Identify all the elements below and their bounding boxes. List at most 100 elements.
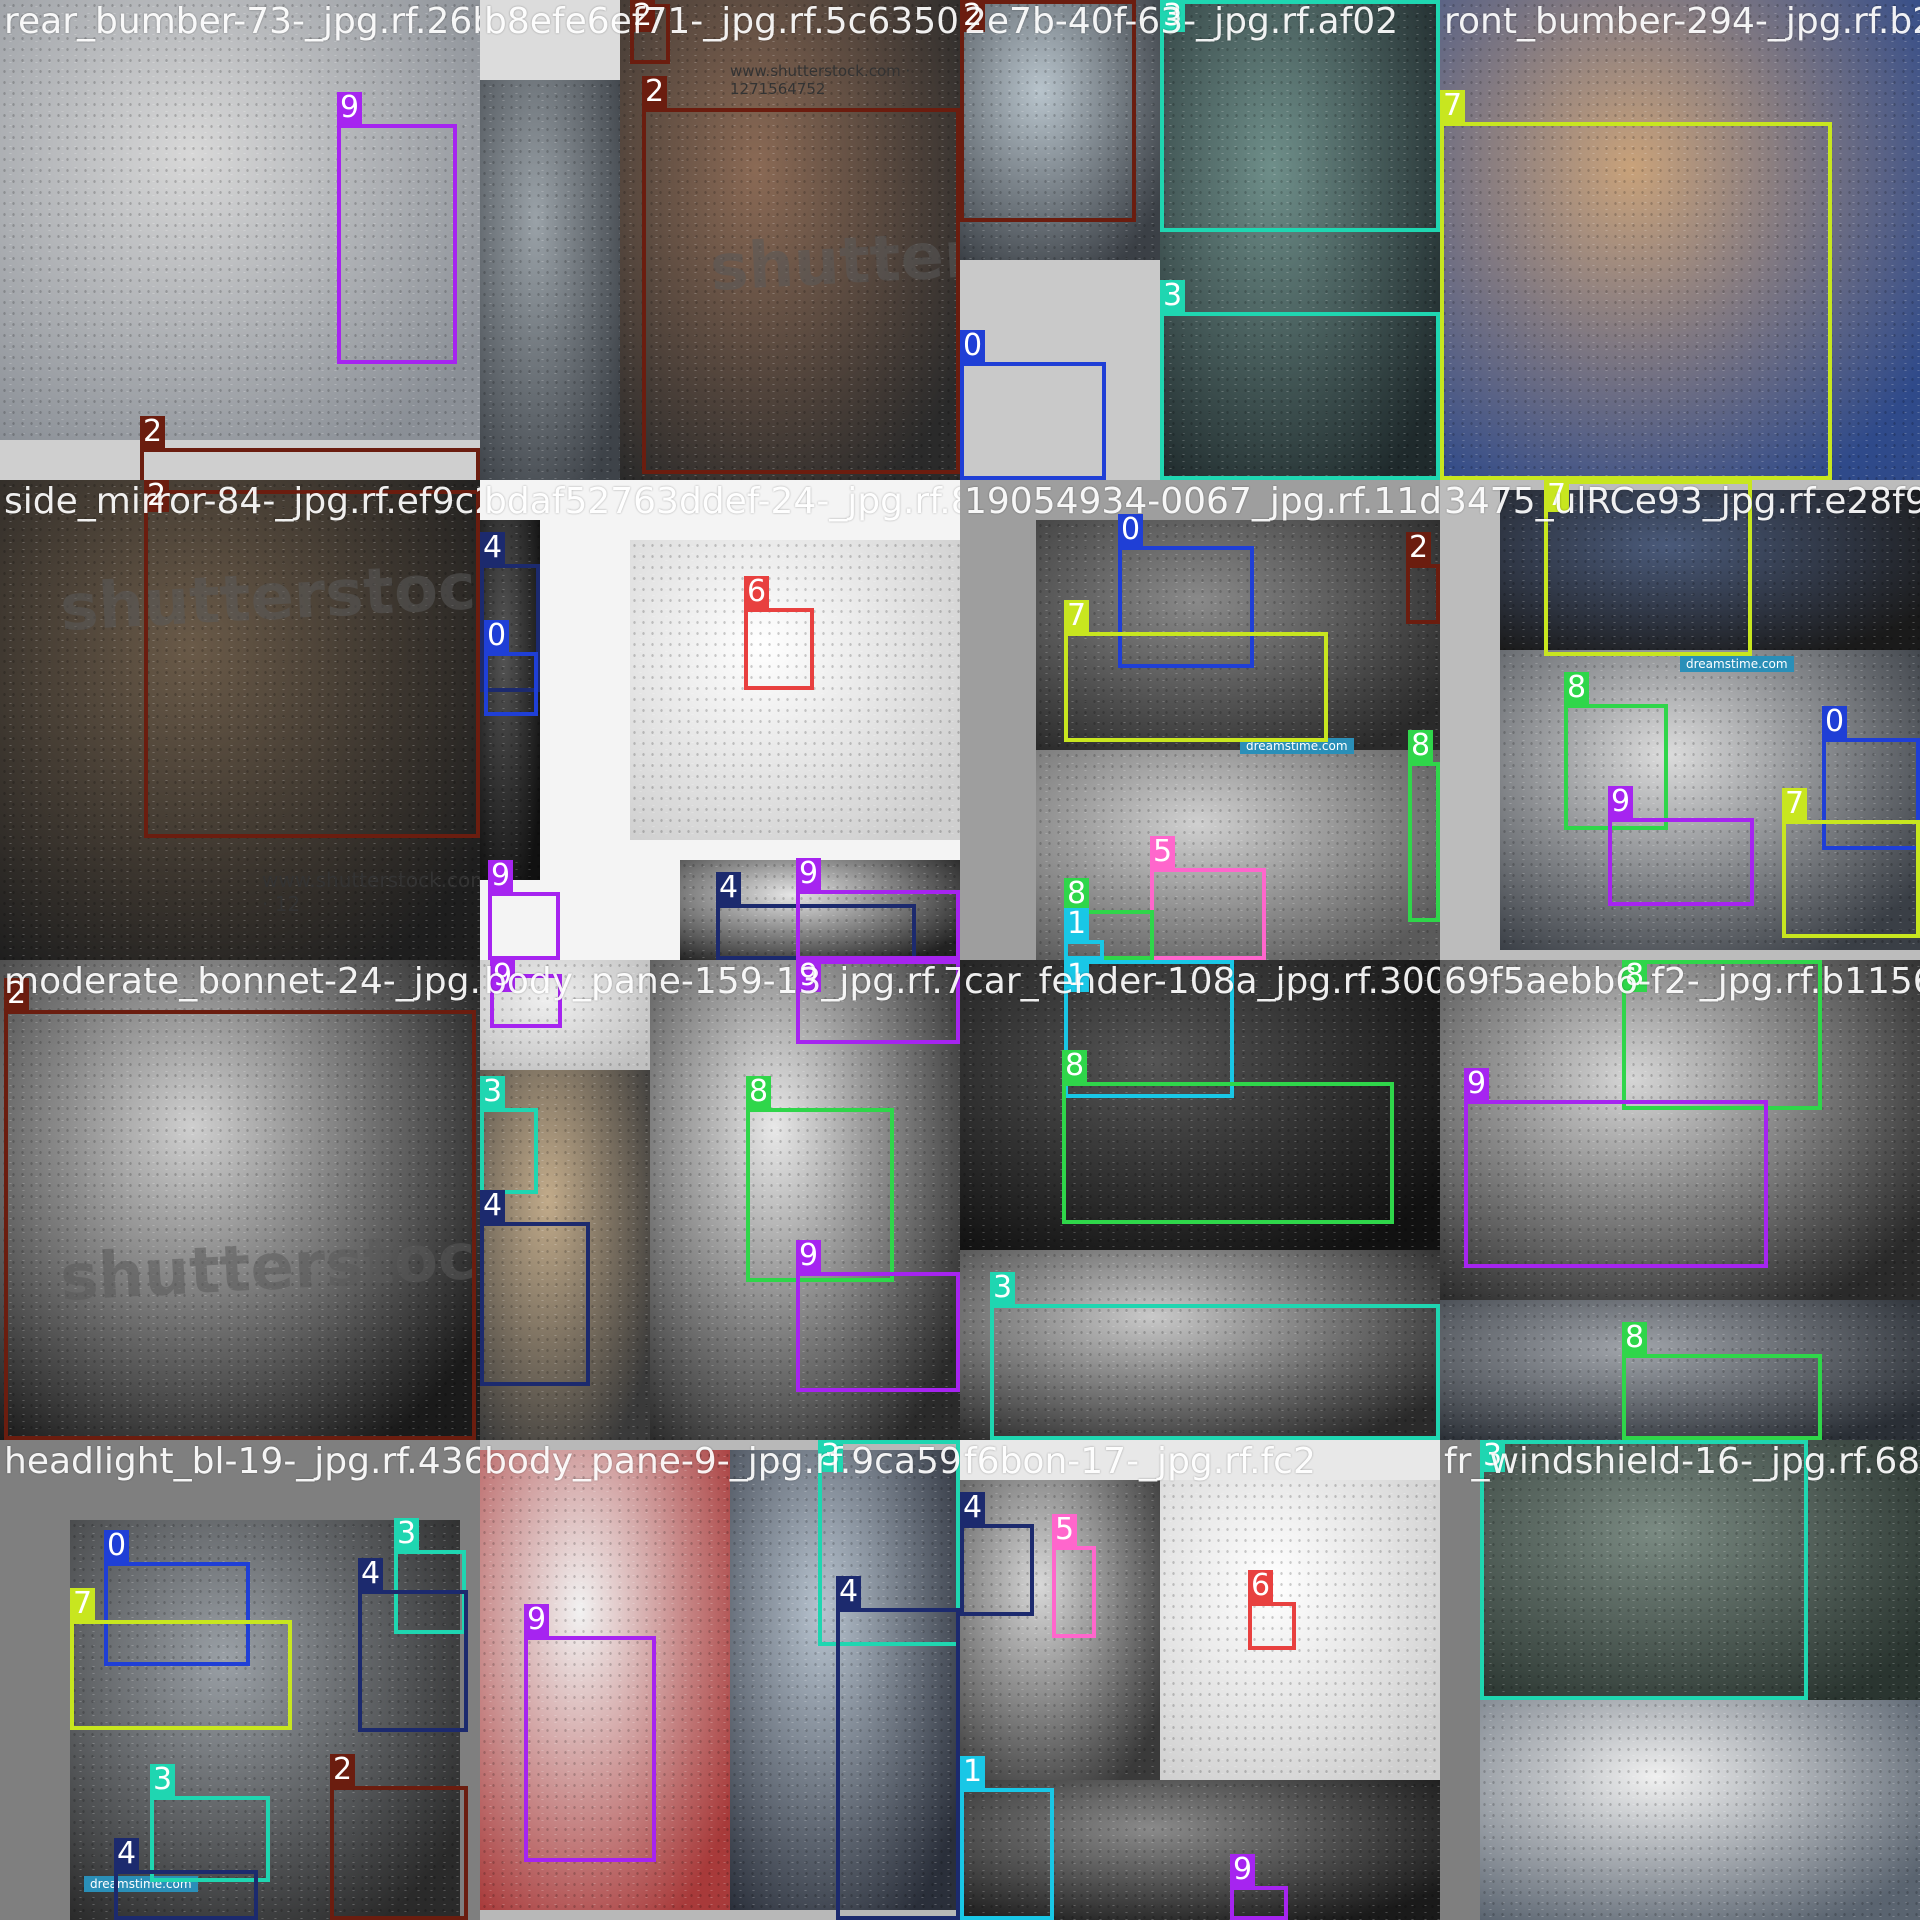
- bounding-box-class-9: [796, 890, 960, 960]
- tile-3-3: 3 fr_windshield-16-_jpg.rf.68: [1440, 1440, 1920, 1920]
- photo-region: [0, 480, 480, 960]
- class-label: 8: [1064, 878, 1090, 910]
- bounding-box-class-4: [480, 1222, 590, 1386]
- class-label: 6: [1248, 1570, 1274, 1602]
- noise-overlay: [1480, 1700, 1920, 1920]
- class-label: 9: [490, 960, 516, 992]
- class-label: 8: [746, 1076, 772, 1108]
- noise-overlay: [480, 1450, 730, 1910]
- watermark-url: dreamstime.com: [1240, 738, 1354, 754]
- photo-region: [1160, 1480, 1440, 1780]
- noise-overlay: [1480, 1440, 1920, 1700]
- class-label: 4: [480, 1190, 506, 1222]
- class-label: 8: [1564, 672, 1590, 704]
- class-label: 9: [524, 1604, 550, 1636]
- bounding-box-class-9: [796, 960, 960, 1044]
- bounding-box-class-0: [484, 652, 538, 716]
- class-label: 7: [1064, 600, 1090, 632]
- noise-overlay: [480, 80, 620, 480]
- class-label: 3: [818, 1440, 844, 1472]
- class-label: 3: [1480, 1440, 1506, 1472]
- class-label: 5: [1052, 1514, 1078, 1546]
- noise-overlay: [960, 960, 1440, 1250]
- bounding-box-class-3: [480, 1108, 538, 1194]
- bounding-box-class-8: [1564, 704, 1668, 830]
- tile-1-3: dreamstime.com 7 8 9 0 7 3475_ulRCe93_jpg.rf.e…: [1440, 480, 1920, 960]
- class-label: 9: [488, 860, 514, 892]
- class-label: 4: [114, 1838, 140, 1870]
- bounding-box-class-7: [1440, 122, 1832, 480]
- noise-overlay: [1500, 490, 1920, 650]
- class-label: 7: [70, 1588, 96, 1620]
- photo-region: [960, 1250, 1440, 1440]
- bounding-box-class-0: [1118, 546, 1254, 668]
- class-label: 2: [1406, 532, 1432, 564]
- noise-overlay: [1440, 960, 1920, 1300]
- photo-region: [480, 80, 620, 480]
- photo-region: [1440, 0, 1920, 480]
- tile-3-0: dreamstime.com 0 7 3 4 3 4 2 headlight_bl-19-_jp…: [0, 1440, 480, 1920]
- bounding-box-class-3: [990, 1304, 1440, 1440]
- bounding-box-class-9: [796, 1272, 960, 1392]
- class-label: 9: [796, 858, 822, 890]
- photo-region: [0, 960, 480, 1440]
- watermark-url: www.shutterstock.com · 1271564752: [730, 62, 911, 98]
- class-label: 7: [1440, 90, 1466, 122]
- tile-0-2: 3 3 0 2 2e7b-40f-63-_jpg.rf.af02: [960, 0, 1440, 480]
- class-label: 9: [796, 960, 822, 992]
- bounding-box-class-2: [140, 448, 480, 480]
- bounding-box-class-3: [1160, 312, 1440, 480]
- class-label: 2: [140, 416, 166, 448]
- noise-overlay: [1036, 750, 1440, 960]
- tile-1-1: 4 0 6 9 4 9 bdaf52763ddef-24-_jpg.rf.8fdc: [480, 480, 960, 960]
- class-label: 4: [960, 1492, 986, 1524]
- class-label: 4: [358, 1558, 384, 1590]
- bounding-box-class-8: [746, 1108, 894, 1282]
- class-label: 1: [960, 1756, 986, 1788]
- class-label: 0: [960, 330, 986, 362]
- bounding-box-class-9: [1230, 1886, 1288, 1920]
- bounding-box-class-0: [104, 1562, 250, 1666]
- photo-region: [960, 960, 1440, 1250]
- bounding-box-class-2: [642, 108, 960, 474]
- noise-overlay: [1440, 1300, 1920, 1440]
- class-label: 3: [150, 1764, 176, 1796]
- photo-region: [480, 1450, 730, 1910]
- tile-2-3: 8 9 8 69f5aebb6-f2-_jpg.rf.b1156: [1440, 960, 1920, 1440]
- photo-region: [1440, 1300, 1920, 1440]
- bounding-box-class-0: [1822, 738, 1920, 850]
- class-label: 2: [630, 0, 656, 32]
- tile-filename: f6bon-17-_jpg.rf.fc2: [964, 1441, 1316, 1482]
- noise-overlay: [630, 540, 960, 840]
- class-label: 2: [330, 1754, 356, 1786]
- class-label: 9: [796, 1240, 822, 1272]
- bounding-box-class-2: [960, 0, 1136, 222]
- tile-filename: bdaf52763ddef-24-_jpg.rf.8fdc: [484, 481, 960, 522]
- bounding-box-class-8: [1622, 960, 1822, 1110]
- photo-region: [480, 520, 540, 880]
- noise-overlay: [1160, 1480, 1440, 1780]
- class-label: 5: [1150, 836, 1176, 868]
- class-label: 0: [1822, 706, 1848, 738]
- bounding-box-class-6: [744, 608, 814, 690]
- class-label: 2: [4, 978, 30, 1010]
- class-label: 3: [1160, 0, 1186, 32]
- photo-region: [960, 1780, 1440, 1920]
- class-label: 8: [1062, 1050, 1088, 1082]
- bounding-box-class-3: [1160, 0, 1440, 232]
- bounding-box-class-7: [1544, 480, 1752, 656]
- class-label: 3: [990, 1272, 1016, 1304]
- class-label: 8: [1622, 1322, 1648, 1354]
- photo-region: [1480, 1700, 1920, 1920]
- bounding-box-class-9: [1608, 818, 1754, 906]
- bounding-box-class-2: [330, 1786, 468, 1920]
- noise-overlay: [730, 1450, 960, 1910]
- class-label: 9: [1230, 1854, 1256, 1886]
- noise-overlay: [480, 520, 540, 880]
- bounding-box-class-6: [1248, 1602, 1296, 1650]
- noise-overlay: [480, 1070, 650, 1440]
- class-label: 3: [1160, 280, 1186, 312]
- bounding-box-class-9: [488, 892, 560, 960]
